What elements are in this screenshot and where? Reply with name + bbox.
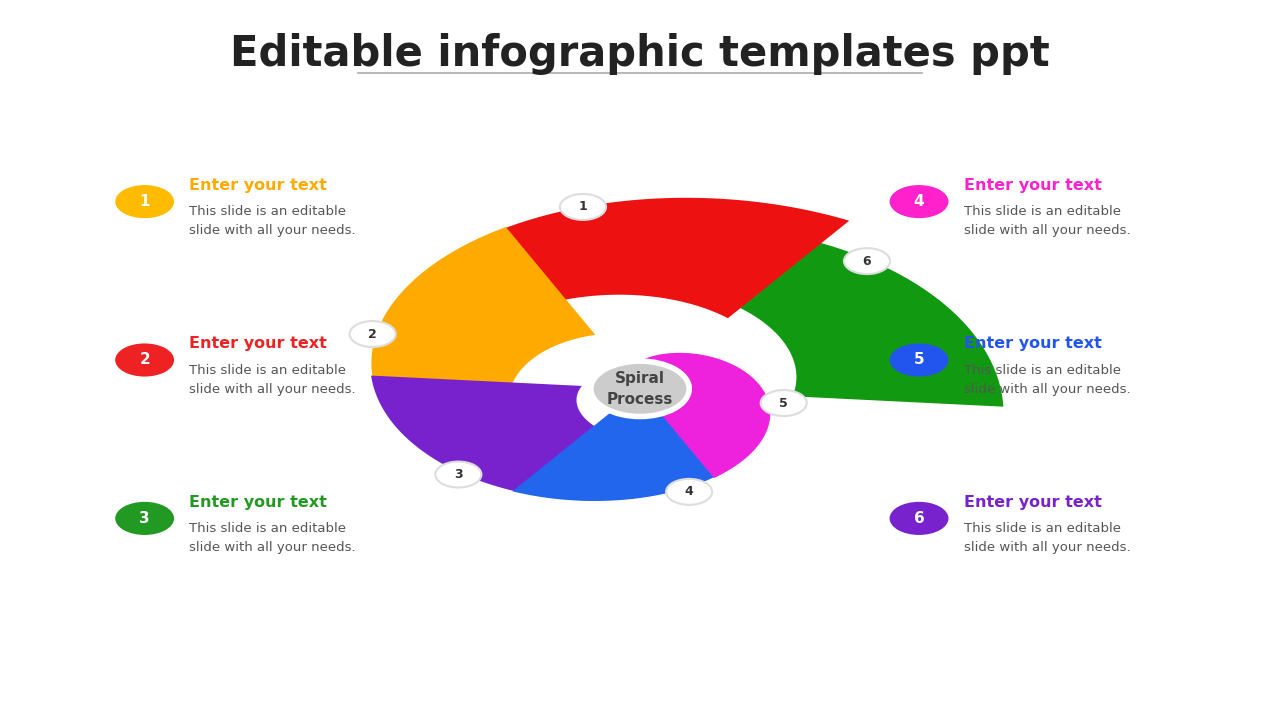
- Polygon shape: [372, 198, 849, 490]
- Text: 3: 3: [140, 511, 150, 526]
- Circle shape: [890, 502, 948, 535]
- Text: Enter your text: Enter your text: [189, 178, 328, 193]
- Circle shape: [435, 462, 481, 487]
- Polygon shape: [420, 225, 1004, 407]
- Circle shape: [115, 502, 174, 535]
- Text: This slide is an editable
slide with all your needs.: This slide is an editable slide with all…: [964, 205, 1130, 237]
- Text: 3: 3: [454, 468, 462, 481]
- Text: Enter your text: Enter your text: [964, 178, 1102, 193]
- Text: This slide is an editable
slide with all your needs.: This slide is an editable slide with all…: [964, 364, 1130, 395]
- Text: 1: 1: [140, 194, 150, 209]
- Circle shape: [559, 194, 605, 220]
- Text: 2: 2: [140, 353, 150, 367]
- Text: This slide is an editable
slide with all your needs.: This slide is an editable slide with all…: [964, 522, 1130, 554]
- Circle shape: [115, 185, 174, 218]
- Circle shape: [349, 321, 396, 347]
- Text: 2: 2: [369, 328, 378, 341]
- Circle shape: [115, 343, 174, 377]
- Text: Enter your text: Enter your text: [964, 495, 1102, 510]
- Polygon shape: [371, 376, 768, 500]
- Text: 1: 1: [579, 200, 588, 213]
- Text: 5: 5: [914, 353, 924, 367]
- Circle shape: [890, 343, 948, 377]
- Text: This slide is an editable
slide with all your needs.: This slide is an editable slide with all…: [189, 522, 356, 554]
- Polygon shape: [371, 227, 713, 500]
- Text: Spiral
Process: Spiral Process: [607, 371, 673, 407]
- Circle shape: [666, 479, 712, 505]
- Circle shape: [760, 390, 806, 416]
- Text: Enter your text: Enter your text: [189, 495, 328, 510]
- Text: Enter your text: Enter your text: [189, 336, 328, 351]
- Circle shape: [890, 185, 948, 218]
- Text: 4: 4: [685, 485, 694, 498]
- Text: This slide is an editable
slide with all your needs.: This slide is an editable slide with all…: [189, 364, 356, 395]
- Text: Editable infographic templates ppt: Editable infographic templates ppt: [230, 33, 1050, 75]
- Circle shape: [844, 248, 890, 274]
- Polygon shape: [512, 354, 769, 501]
- Circle shape: [591, 361, 689, 416]
- Text: Enter your text: Enter your text: [964, 336, 1102, 351]
- Polygon shape: [627, 353, 771, 478]
- Text: This slide is an editable
slide with all your needs.: This slide is an editable slide with all…: [189, 205, 356, 237]
- Text: 4: 4: [914, 194, 924, 209]
- Text: 6: 6: [914, 511, 924, 526]
- Text: 5: 5: [780, 397, 788, 410]
- Text: 6: 6: [863, 255, 872, 268]
